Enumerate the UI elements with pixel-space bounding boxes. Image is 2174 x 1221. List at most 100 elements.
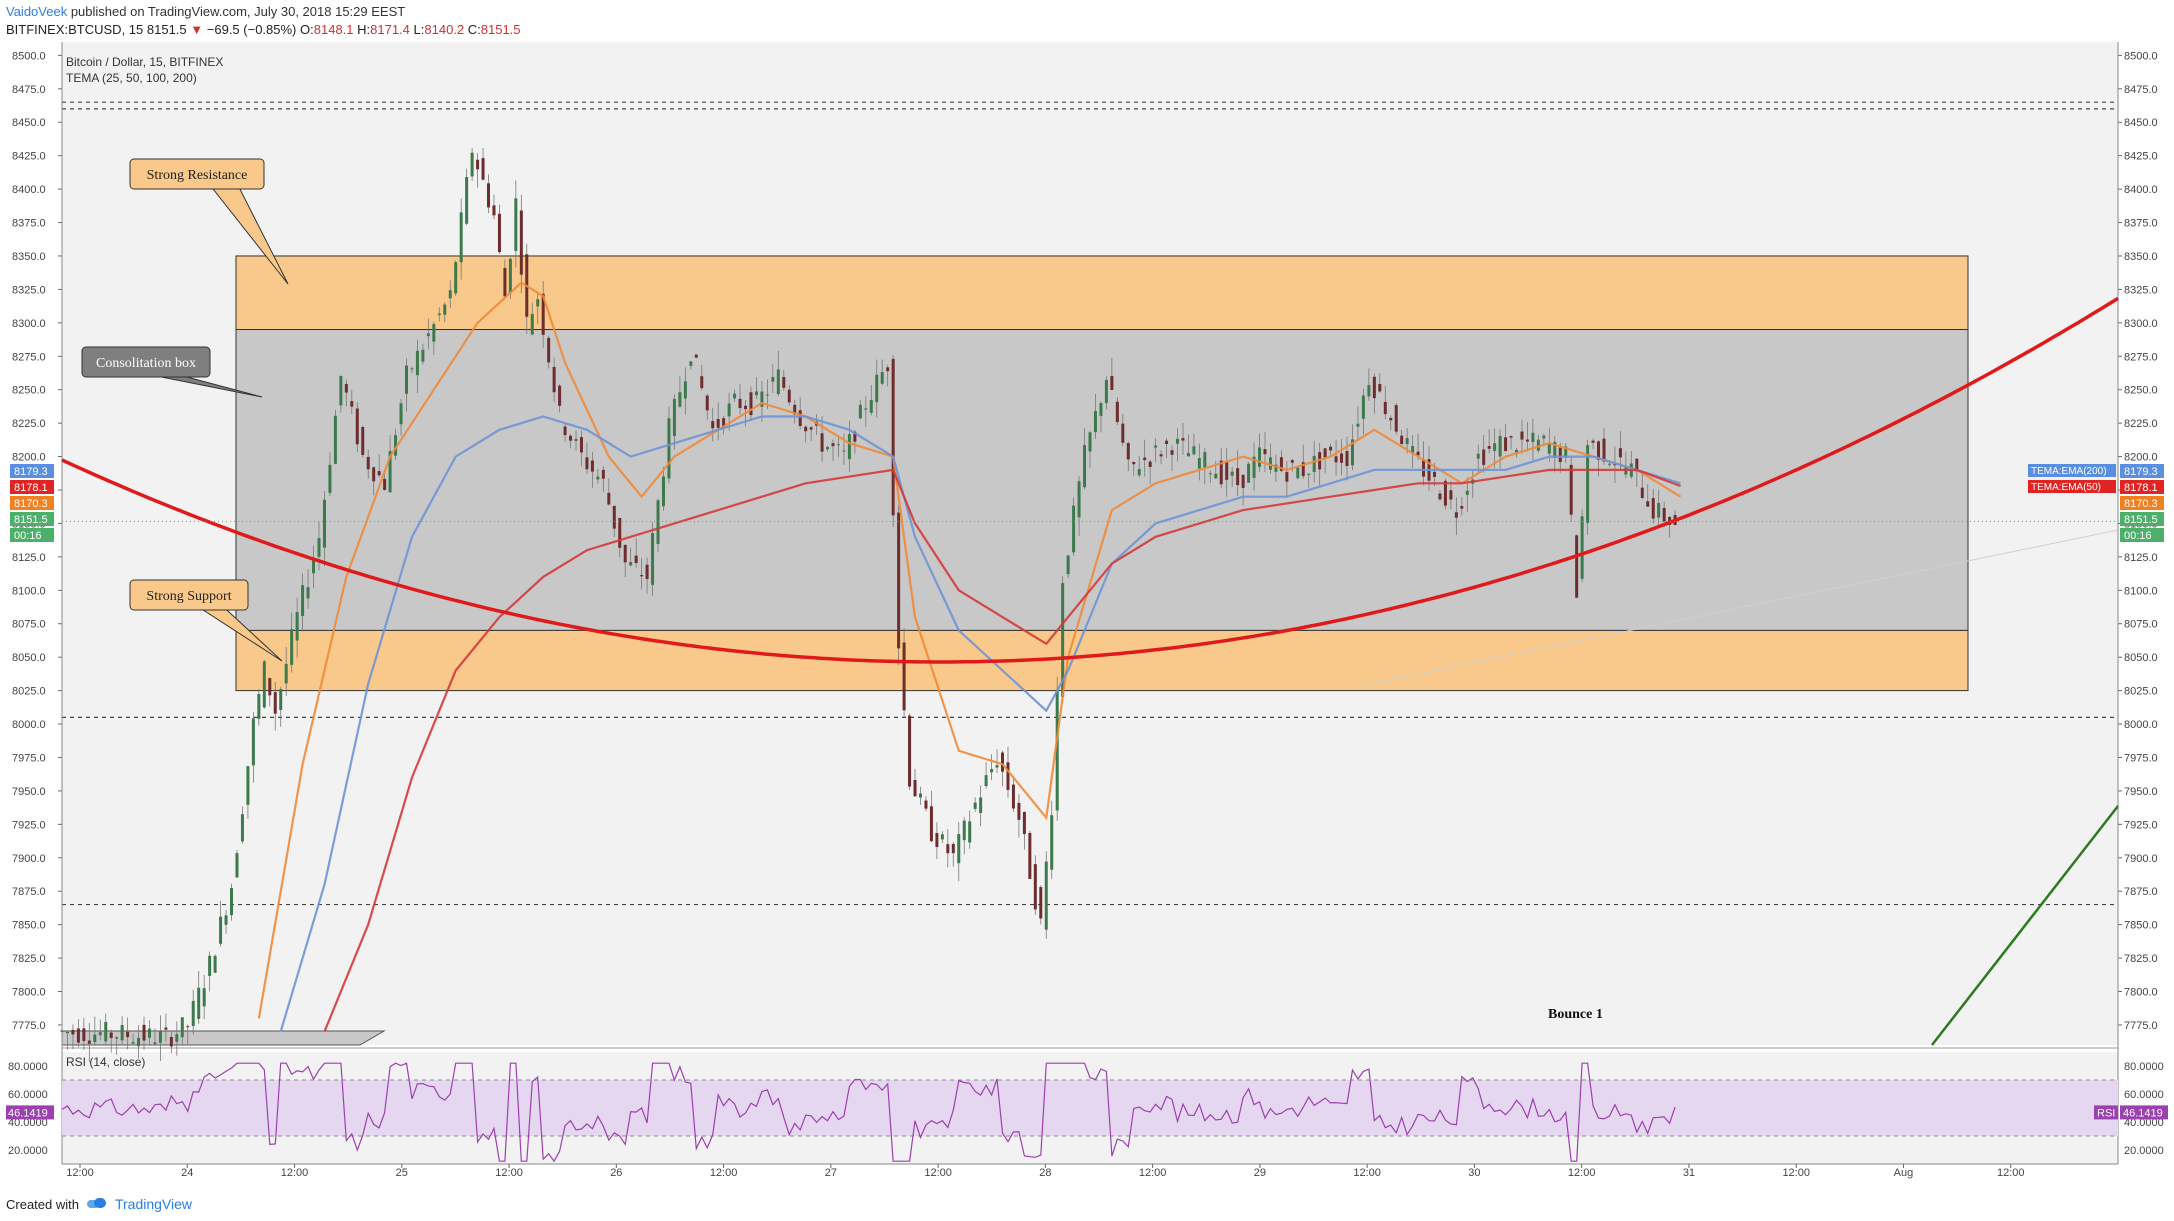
candle-body <box>744 405 748 410</box>
candle-body <box>1219 460 1223 485</box>
candle-body <box>60 1030 64 1032</box>
high-label: H: <box>357 22 371 37</box>
candle-body <box>585 457 589 470</box>
y-tick-left: 7950.0 <box>12 786 46 798</box>
y-tick-right: 8000.0 <box>2124 719 2158 731</box>
candle-body <box>1372 376 1376 399</box>
candle-body <box>372 467 376 482</box>
zone-0 <box>235 255 1969 331</box>
y-tick-left: 7975.0 <box>12 752 46 764</box>
candle-body <box>355 408 359 445</box>
bounce-label: Bounce 1 <box>1548 1007 1603 1022</box>
candle-body <box>623 544 627 563</box>
candle-body <box>1230 471 1234 476</box>
candle-body <box>1569 464 1573 515</box>
y-tick-right: 7775.0 <box>2124 1020 2158 1032</box>
candle-body <box>1214 473 1218 479</box>
candle-body <box>1367 385 1371 397</box>
price-tag-left <box>10 528 54 542</box>
y-tick-left: 7825.0 <box>12 953 46 965</box>
candle-body <box>432 324 436 342</box>
candle-body <box>618 518 622 548</box>
candle-body <box>399 403 403 425</box>
candle-body <box>749 392 753 416</box>
candle-body <box>765 394 769 396</box>
candle-body <box>760 391 764 407</box>
candle-body <box>1558 447 1562 463</box>
candle-body <box>826 446 830 450</box>
rsi-tick-right: 60.0000 <box>2124 1089 2164 1101</box>
tradingview-logo-icon <box>86 1198 107 1210</box>
candle-body <box>224 915 228 925</box>
candle-body <box>1011 784 1015 809</box>
candle-body <box>470 152 474 177</box>
y-tick-left: 8450.0 <box>12 117 46 129</box>
candle-body <box>541 293 545 335</box>
rsi-band <box>62 1080 2118 1136</box>
author-link[interactable]: VaidoVeek <box>6 4 68 19</box>
candle-body <box>1422 459 1426 477</box>
candle-body <box>306 587 310 599</box>
candle-body <box>1334 456 1338 463</box>
candle-body <box>1553 441 1557 459</box>
candle-body <box>1460 506 1464 509</box>
tradingview-link[interactable]: TradingView <box>114 1196 193 1212</box>
candle-body <box>1575 535 1579 598</box>
candle-body <box>798 410 802 426</box>
candle-body <box>629 562 633 566</box>
faint-diagonal <box>1359 529 2119 687</box>
symbol-label: BITFINEX:BTCUSD, 15 <box>6 22 144 37</box>
x-tick-label: 12:00 <box>66 1167 94 1179</box>
candle-body <box>1389 417 1393 421</box>
y-tick-right: 8500.0 <box>2124 50 2158 62</box>
high-value: 8171.4 <box>370 22 410 37</box>
candle-body <box>1093 411 1097 433</box>
price-change: −69.5 (−0.85%) <box>206 22 297 37</box>
callout-box <box>81 346 211 378</box>
candle-body <box>891 358 895 516</box>
candle-body <box>284 663 288 684</box>
candle-body <box>377 471 381 476</box>
candle-body <box>1083 445 1087 488</box>
candle-body <box>1329 446 1333 451</box>
y-tick-left: 8500.0 <box>12 50 46 62</box>
candle-body <box>880 372 884 384</box>
candle-body <box>240 814 244 842</box>
candle-body <box>448 290 452 299</box>
parabolic-support-arc <box>61 296 2119 664</box>
candle-body <box>1192 446 1196 455</box>
candle-body <box>946 844 950 854</box>
series-line-1 <box>279 415 1681 1032</box>
candle-body <box>1104 379 1108 404</box>
candle-body <box>1050 815 1054 870</box>
candle-body <box>869 399 873 413</box>
y-tick-right: 8200.0 <box>2124 452 2158 464</box>
x-tick-label: 31 <box>1683 1167 1695 1179</box>
candle-body <box>1285 471 1289 482</box>
candle-body <box>1181 438 1185 441</box>
y-tick-right: 8425.0 <box>2124 151 2158 163</box>
candle-body <box>421 349 425 362</box>
candle-body <box>569 435 573 441</box>
price-tag-right-text: 8179.3 <box>2124 466 2158 478</box>
candle-body <box>656 500 660 544</box>
candle-body <box>1635 458 1639 472</box>
candle-body <box>246 766 250 805</box>
candle-body <box>115 1037 119 1039</box>
candle-body <box>918 793 922 798</box>
candle-body <box>1438 493 1442 500</box>
candle-body <box>935 832 939 847</box>
candle-body <box>1247 463 1251 483</box>
candle-body <box>312 559 316 574</box>
y-tick-left: 8100.0 <box>12 585 46 597</box>
candle-body <box>809 427 813 430</box>
candle-body <box>1159 454 1163 457</box>
candle-body <box>1290 460 1294 463</box>
candle-body <box>1515 449 1519 453</box>
x-tick-label: 29 <box>1254 1167 1266 1179</box>
candle-body <box>678 392 682 407</box>
legend-title: Bitcoin / Dollar, 15, BITFINEX <box>66 55 223 69</box>
candle-body <box>459 212 463 263</box>
price-tag-right <box>2120 496 2164 510</box>
